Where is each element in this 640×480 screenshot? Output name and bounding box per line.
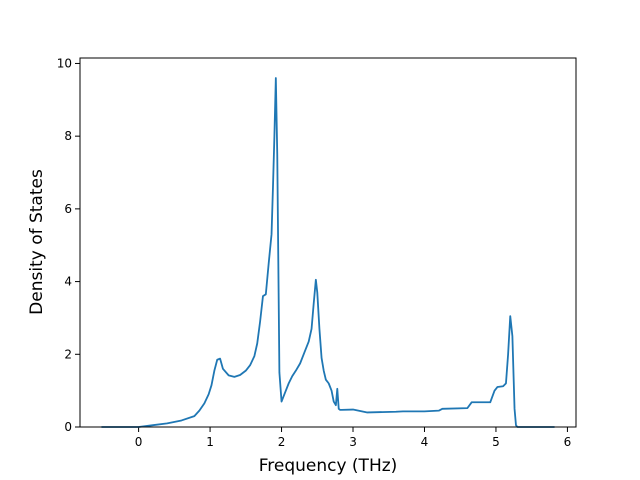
x-tick-label: 1 (206, 435, 214, 449)
x-axis-ticks: 0 1 2 3 4 5 6 (135, 427, 571, 449)
dos-series-line (101, 77, 555, 428)
y-tick-label: 10 (57, 56, 72, 70)
y-tick-label: 4 (64, 275, 72, 289)
plot-background (80, 58, 576, 427)
x-tick-label: 0 (135, 435, 143, 449)
x-tick-label: 2 (278, 435, 286, 449)
x-axis-label: Frequency (THz) (259, 456, 398, 476)
y-axis-ticks: 0 2 4 6 8 10 (57, 56, 80, 434)
y-tick-label: 0 (64, 420, 72, 434)
y-tick-label: 8 (64, 129, 72, 143)
x-tick-label: 6 (564, 435, 572, 449)
x-tick-label: 3 (349, 435, 357, 449)
plot-frame (79, 57, 577, 428)
x-tick-label: 5 (492, 435, 500, 449)
x-tick-label: 4 (421, 435, 429, 449)
y-axis-label: Density of States (27, 169, 47, 315)
y-tick-label: 2 (64, 347, 72, 361)
y-tick-label: 6 (64, 202, 72, 216)
